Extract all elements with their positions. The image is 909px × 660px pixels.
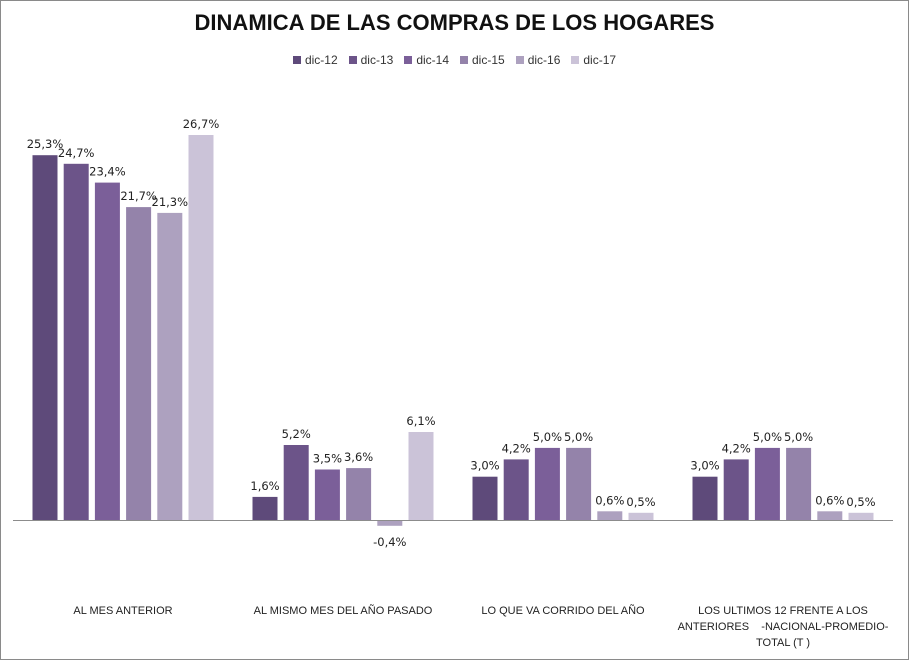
legend-swatch-icon [571,56,580,64]
data-label: 5,0% [784,430,813,444]
bar [723,459,749,520]
data-label: 5,0% [533,430,562,444]
bar [252,496,278,520]
legend-swatch-icon [404,56,413,64]
data-label: 21,7% [120,189,157,203]
bar [408,432,434,520]
legend-item: dic-17 [571,53,616,67]
bar [817,511,843,520]
legend-swatch-icon [460,56,468,64]
data-label: 24,7% [58,146,95,160]
data-label: 6,1% [406,414,435,428]
data-label: 0,6% [595,493,624,507]
data-label: 1,6% [250,479,279,493]
bar [126,207,152,520]
bar [597,511,623,520]
bar [786,447,812,520]
category-label: AL MISMO MES DEL AÑO PASADO [254,604,433,617]
category-label: LO QUE VA CORRIDO DEL AÑO [481,604,645,617]
data-label: 26,7% [183,117,220,131]
bar [566,447,592,520]
data-label: 23,4% [89,165,126,179]
bar [848,512,874,520]
data-label: 0,5% [846,495,875,509]
legend-item: dic-16 [515,53,561,67]
bar [534,447,560,520]
bar [157,212,183,520]
data-label: 3,0% [470,459,499,473]
data-label: 0,6% [815,493,844,507]
data-label: 4,2% [722,441,751,455]
legend-label: dic-14 [416,53,449,67]
legend-swatch-icon [292,56,301,64]
bar [94,182,120,520]
data-label: 0,5% [626,495,655,509]
data-label: 3,0% [690,459,719,473]
bar [628,512,654,520]
data-label: 21,3% [152,195,189,209]
bar [63,163,89,521]
data-label: 5,2% [282,427,311,441]
legend-label: dic-12 [304,53,338,67]
bar [32,155,58,520]
legend-label: dic-13 [360,53,394,67]
chart-title: DINAMICA DE LAS COMPRAS DE LOS HOGARES [194,10,715,35]
legend-label: dic-17 [583,53,617,67]
legend-label: dic-16 [527,53,561,67]
legend-item: dic-13 [348,53,394,67]
data-label: 5,0% [564,430,593,444]
legend-item: dic-14 [404,53,449,67]
legend-swatch-icon [348,56,357,64]
bar [503,459,529,520]
bar [692,476,718,520]
bar [283,445,309,520]
bar [188,135,214,520]
data-label: 25,3% [27,137,64,151]
data-label: 4,2% [502,441,531,455]
data-label: 5,0% [753,430,782,444]
legend-item: dic-15 [460,53,505,67]
data-label: -0,4% [373,535,406,549]
category-label: AL MES ANTERIOR [73,605,172,617]
chart-legend: dic-12 dic-13 dic-14 dic-15 dic-16 dic-17 [0,53,909,67]
data-label: 3,5% [313,452,342,466]
legend-label: dic-15 [472,53,505,67]
legend-item: dic-12 [292,53,338,67]
bar [314,469,340,520]
bar [377,520,403,526]
bar [754,447,780,520]
data-label: 3,6% [344,450,373,464]
bar [346,468,372,520]
legend-swatch-icon [515,56,524,64]
category-label: TOTAL (T ) [756,637,810,649]
category-label: ANTERIORES -NACIONAL-PROMEDIO- [678,621,889,633]
bar [472,476,498,520]
category-label: LOS ULTIMOS 12 FRENTE A LOS [698,605,868,617]
